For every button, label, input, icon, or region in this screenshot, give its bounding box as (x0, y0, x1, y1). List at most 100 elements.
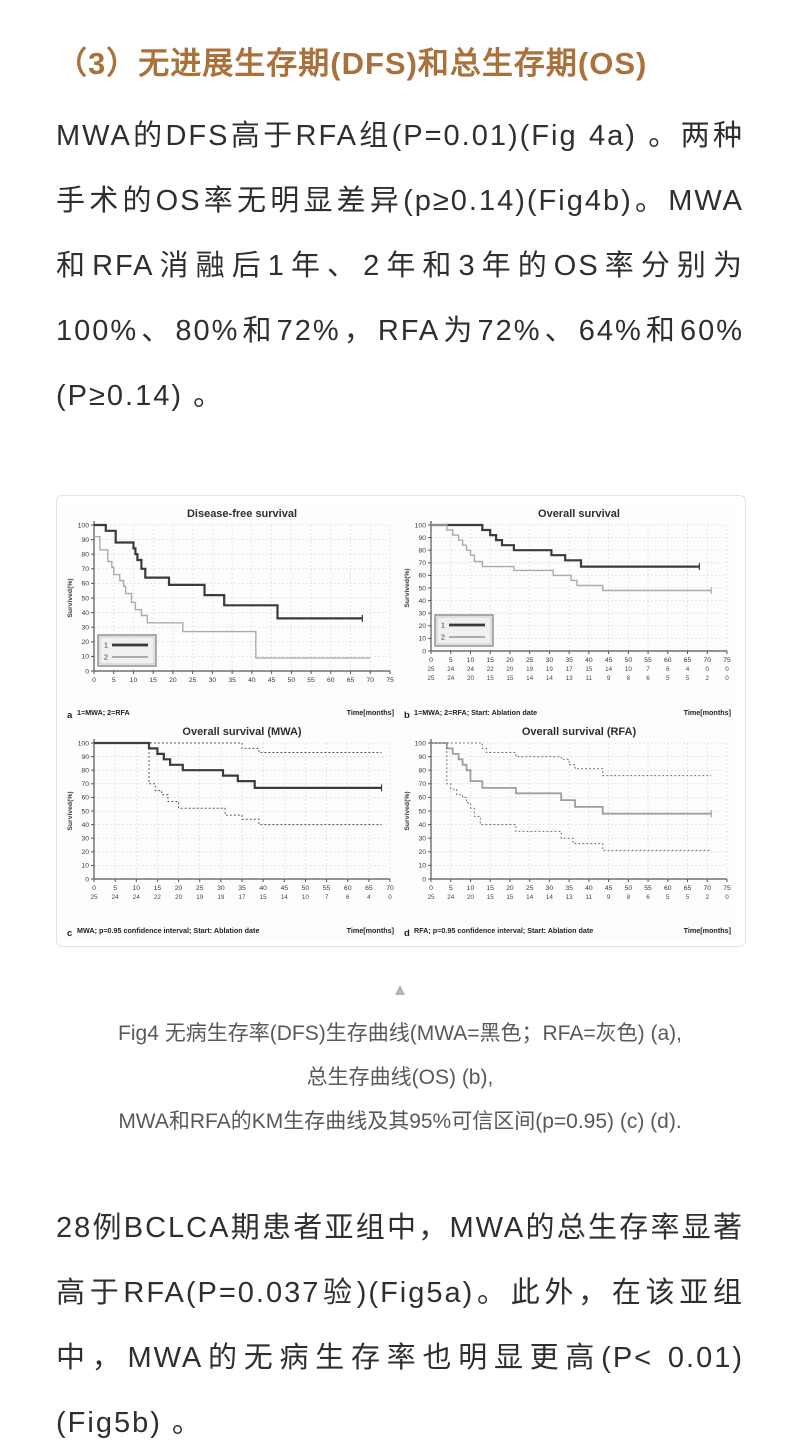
figure-caption: Fig4 无病生存率(DFS)生存曲线(MWA=黑色；RFA=灰色) (a), … (56, 1012, 744, 1144)
svg-text:0: 0 (422, 648, 426, 655)
svg-text:50: 50 (302, 885, 310, 892)
km-panel-d: Overall survival (RFA)010203040506070809… (401, 721, 738, 939)
svg-text:60: 60 (664, 657, 672, 664)
svg-text:7: 7 (325, 894, 329, 901)
svg-text:80: 80 (418, 768, 426, 775)
svg-text:50: 50 (418, 585, 426, 592)
svg-text:30: 30 (546, 885, 554, 892)
svg-text:19: 19 (546, 666, 554, 673)
svg-text:11: 11 (586, 894, 593, 901)
svg-text:2: 2 (706, 894, 710, 901)
svg-text:100: 100 (415, 740, 427, 747)
svg-text:55: 55 (307, 677, 315, 684)
svg-text:45: 45 (268, 677, 276, 684)
svg-text:30: 30 (418, 836, 426, 843)
svg-text:45: 45 (605, 657, 613, 664)
km-panel-c: Overall survival (MWA)010203040506070809… (64, 721, 401, 939)
svg-text:24: 24 (112, 894, 120, 901)
svg-text:2: 2 (104, 655, 108, 662)
svg-text:Overall survival (RFA): Overall survival (RFA) (522, 726, 637, 738)
svg-text:55: 55 (644, 885, 652, 892)
svg-text:40: 40 (585, 885, 593, 892)
svg-text:0: 0 (725, 894, 729, 901)
svg-text:1=MWA; 2=RFA: 1=MWA; 2=RFA (77, 708, 130, 717)
svg-text:10: 10 (130, 677, 138, 684)
svg-text:17: 17 (238, 894, 246, 901)
svg-text:40: 40 (259, 885, 267, 892)
svg-text:50: 50 (625, 885, 633, 892)
svg-text:0: 0 (85, 876, 89, 883)
svg-text:20: 20 (418, 623, 426, 630)
svg-text:25: 25 (196, 885, 204, 892)
svg-text:7: 7 (646, 666, 650, 673)
svg-text:25: 25 (90, 894, 98, 901)
svg-text:35: 35 (238, 885, 246, 892)
svg-text:70: 70 (366, 677, 374, 684)
svg-text:24: 24 (447, 894, 455, 901)
caption-arrow-icon: ▲ (391, 980, 409, 999)
svg-text:1: 1 (104, 643, 108, 650)
svg-text:24: 24 (447, 666, 455, 673)
svg-text:30: 30 (217, 885, 225, 892)
svg-text:0: 0 (388, 894, 392, 901)
svg-text:35: 35 (565, 885, 573, 892)
svg-text:14: 14 (546, 675, 554, 682)
svg-text:60: 60 (664, 885, 672, 892)
svg-text:Disease-free survival: Disease-free survival (187, 508, 297, 520)
svg-text:9: 9 (607, 675, 611, 682)
svg-text:90: 90 (418, 535, 426, 542)
svg-text:75: 75 (386, 677, 394, 684)
svg-text:70: 70 (81, 781, 89, 788)
figure-caption-line: Fig4 无病生存率(DFS)生存曲线(MWA=黑色；RFA=灰色) (a), (118, 1022, 682, 1045)
svg-text:65: 65 (684, 885, 692, 892)
svg-text:30: 30 (81, 625, 89, 632)
svg-text:55: 55 (644, 657, 652, 664)
svg-text:60: 60 (418, 573, 426, 580)
svg-text:70: 70 (703, 885, 711, 892)
svg-text:45: 45 (605, 885, 613, 892)
svg-text:50: 50 (81, 595, 89, 602)
svg-text:a: a (67, 710, 73, 721)
svg-text:40: 40 (81, 610, 89, 617)
svg-text:70: 70 (703, 657, 711, 664)
body-paragraph-1: MWA的DFS高于RFA组(P=0.01)(Fig 4a) 。两种手术的OS率无… (56, 120, 744, 412)
svg-text:10: 10 (81, 654, 89, 661)
section-heading: （3）无进展生存期(DFS)和总生存期(OS) (56, 46, 648, 81)
svg-text:15: 15 (487, 675, 495, 682)
svg-text:20: 20 (506, 885, 514, 892)
svg-text:14: 14 (281, 894, 289, 901)
svg-text:5: 5 (666, 894, 670, 901)
svg-text:Time[months]: Time[months] (347, 708, 394, 717)
figure-fig4[interactable]: Disease-free survival 0 10 20 30 40 50 60 70 80 90… (56, 495, 746, 947)
svg-text:5: 5 (686, 894, 690, 901)
svg-text:100: 100 (78, 740, 90, 747)
svg-text:5: 5 (113, 885, 117, 892)
svg-text:5: 5 (686, 675, 690, 682)
svg-text:4: 4 (367, 894, 371, 901)
svg-text:10: 10 (418, 636, 426, 643)
svg-text:22: 22 (487, 666, 495, 673)
svg-text:10: 10 (302, 894, 310, 901)
svg-text:6: 6 (346, 894, 350, 901)
svg-text:20: 20 (467, 675, 475, 682)
svg-text:60: 60 (81, 581, 89, 588)
svg-text:13: 13 (566, 675, 574, 682)
svg-text:65: 65 (347, 677, 355, 684)
svg-text:5: 5 (112, 677, 116, 684)
svg-text:20: 20 (175, 894, 183, 901)
svg-text:6: 6 (666, 666, 670, 673)
svg-text:0: 0 (429, 885, 433, 892)
svg-text:20: 20 (418, 849, 426, 856)
svg-text:8: 8 (627, 675, 631, 682)
svg-text:17: 17 (566, 666, 574, 673)
svg-text:5: 5 (666, 675, 670, 682)
svg-text:0: 0 (725, 666, 729, 673)
svg-text:22: 22 (154, 894, 162, 901)
svg-text:24: 24 (467, 666, 475, 673)
svg-text:25: 25 (189, 677, 197, 684)
figure-caption-line: MWA和RFA的KM生存曲线及其95%可信区间(p=0.95) (c) (d). (118, 1110, 682, 1133)
svg-text:65: 65 (684, 657, 692, 664)
svg-text:70: 70 (418, 560, 426, 567)
svg-text:14: 14 (546, 894, 554, 901)
